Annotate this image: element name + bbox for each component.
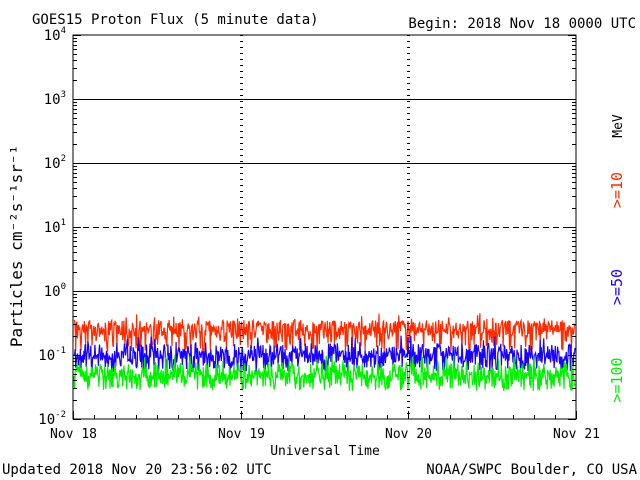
legend-unit: MeV [611, 114, 626, 138]
reference-lines [73, 99, 576, 292]
series-layer [73, 313, 576, 391]
begin-label: Begin: 2018 Nov 18 0000 UTC [408, 16, 636, 32]
series-line [73, 335, 576, 373]
chart-title: GOES15 Proton Flux (5 minute data) [32, 12, 319, 28]
credit-label: NOAA/SWPC Boulder, CO USA [426, 462, 637, 478]
legend-entry: >=50 [608, 269, 626, 305]
x-tick-label: Nov 21 [553, 427, 600, 442]
series-line [73, 355, 576, 391]
y-tick-label: 102 [44, 154, 66, 172]
x-axis-label: Universal Time [270, 444, 380, 459]
y-tick-label: 100 [44, 282, 66, 300]
y-axis: 104 103 102 101 100 10-1 10-2 [38, 26, 576, 428]
updated-label: Updated 2018 Nov 20 23:56:02 UTC [2, 462, 272, 478]
legend-entry: >=10 [608, 172, 626, 208]
x-tick-label: Nov 19 [218, 427, 265, 442]
y-axis-label: Particles cm⁻²s⁻¹sr⁻¹ [7, 145, 26, 347]
x-tick-label: Nov 18 [50, 427, 97, 442]
y-tick-label: 10-1 [38, 346, 66, 364]
legend-entry: >=100 [608, 357, 626, 402]
day-dividers [240, 35, 410, 419]
y-tick-label: 103 [44, 90, 66, 108]
y-tick-label: 101 [44, 218, 66, 236]
series-line [73, 313, 576, 354]
legend: >=10 >=50 >=100 MeV [608, 114, 626, 402]
x-axis: Nov 18 Nov 19 Nov 20 Nov 21 [50, 411, 600, 442]
x-tick-label: Nov 20 [385, 427, 432, 442]
y-tick-label: 104 [44, 26, 66, 44]
y-tick-label: 10-2 [38, 410, 66, 428]
